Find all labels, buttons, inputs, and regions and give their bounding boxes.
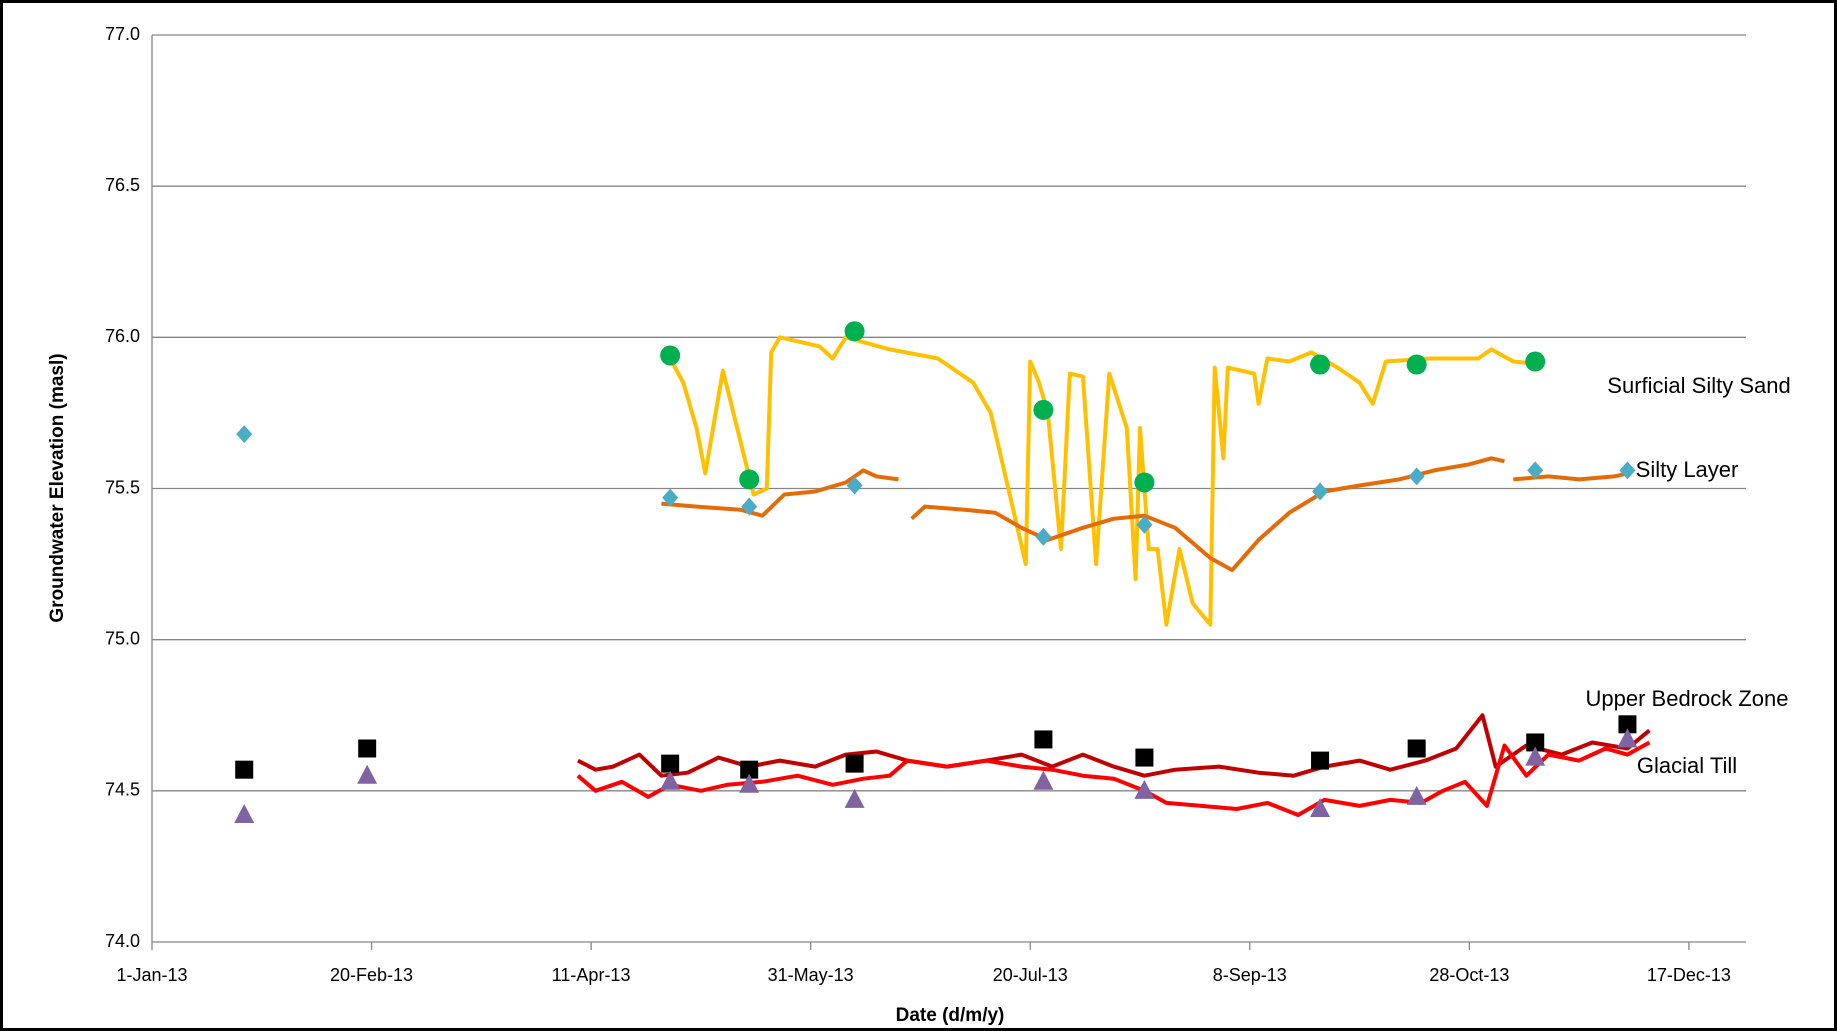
marker-square	[358, 739, 377, 758]
y-tick-label: 74.5	[105, 780, 140, 800]
marker-circle	[1033, 399, 1054, 420]
x-tick-label: 28-Oct-13	[1429, 965, 1509, 985]
x-axis-title: Date (d/m/y)	[896, 1005, 1005, 1026]
x-tick-label: 8-Sep-13	[1213, 965, 1287, 985]
x-tick-label: 17-Dec-13	[1647, 965, 1731, 985]
x-tick-label: 20-Jul-13	[993, 965, 1068, 985]
marker-circle	[1406, 354, 1427, 375]
marker-square	[1407, 739, 1426, 758]
x-tick-label: 20-Feb-13	[330, 965, 413, 985]
series-label: Upper Bedrock Zone	[1586, 686, 1789, 711]
marker-diamond	[662, 488, 679, 507]
series-label: Surficial Silty Sand	[1607, 373, 1790, 398]
marker-square	[740, 760, 759, 779]
marker-square	[1034, 730, 1053, 749]
x-tick-label: 1-Jan-13	[116, 965, 187, 985]
x-tick-label: 11-Apr-13	[552, 965, 631, 985]
marker-triangle	[234, 804, 255, 824]
marker-square	[1135, 748, 1154, 767]
marker-square	[1526, 733, 1545, 752]
marker-circle	[739, 469, 760, 490]
marker-diamond	[1035, 527, 1052, 546]
marker-square	[1311, 751, 1330, 770]
y-tick-label: 76.0	[105, 326, 140, 346]
marker-diamond	[1312, 482, 1329, 501]
y-tick-label: 76.5	[105, 175, 140, 195]
marker-diamond	[1408, 467, 1425, 486]
marker-triangle	[1406, 785, 1427, 805]
marker-circle	[844, 321, 865, 342]
marker-diamond	[1619, 461, 1636, 480]
marker-triangle	[1310, 797, 1331, 817]
y-axis-title: Groundwater Elevation (masl)	[47, 353, 68, 622]
marker-circle	[1525, 351, 1546, 372]
y-tick-label: 74.0	[105, 931, 140, 951]
marker-square	[1618, 715, 1637, 734]
marker-square	[845, 754, 864, 773]
marker-circle	[1134, 472, 1155, 493]
marker-triangle	[1134, 779, 1155, 799]
y-tick-label: 75.5	[105, 477, 140, 497]
marker-diamond	[741, 497, 758, 516]
marker-triangle	[660, 770, 681, 790]
series-label: Silty Layer	[1636, 457, 1739, 482]
marker-diamond	[1527, 461, 1544, 480]
marker-triangle	[739, 773, 760, 793]
marker-triangle	[1617, 728, 1638, 748]
marker-circle	[1310, 354, 1331, 375]
marker-triangle	[844, 788, 865, 808]
marker-diamond	[236, 425, 253, 444]
y-tick-label: 75.0	[105, 628, 140, 648]
marker-triangle	[357, 764, 378, 784]
marker-diamond	[846, 476, 863, 495]
marker-diamond	[1136, 515, 1153, 534]
marker-square	[661, 754, 680, 773]
marker-circle	[660, 345, 681, 366]
y-tick-label: 77.0	[105, 24, 140, 44]
series-label: Glacial Till	[1637, 753, 1737, 778]
marker-square	[235, 760, 254, 779]
series-line	[576, 713, 1651, 778]
marker-triangle	[1033, 770, 1054, 790]
marker-triangle	[1525, 746, 1546, 766]
x-tick-label: 31-May-13	[768, 965, 854, 985]
